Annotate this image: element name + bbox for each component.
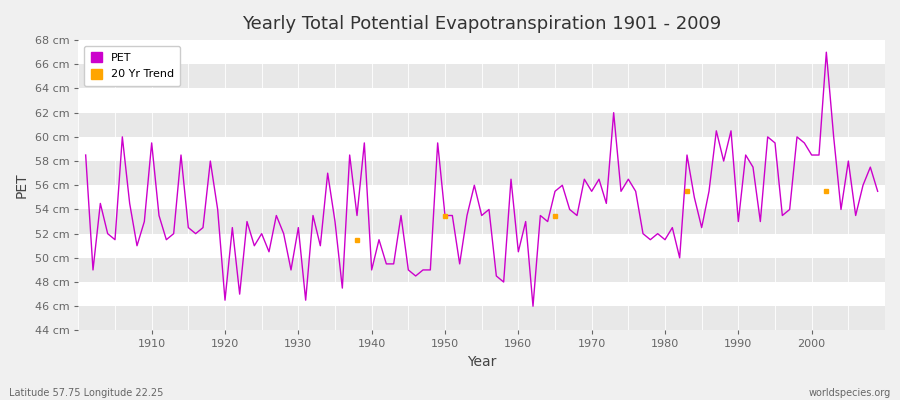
Bar xyxy=(78,113,885,137)
Text: Latitude 57.75 Longitude 22.25: Latitude 57.75 Longitude 22.25 xyxy=(9,388,164,398)
Bar xyxy=(78,210,885,234)
Y-axis label: PET: PET xyxy=(15,172,29,198)
Bar xyxy=(78,161,885,185)
Bar xyxy=(78,64,885,88)
Legend: PET, 20 Yr Trend: PET, 20 Yr Trend xyxy=(84,46,180,86)
Title: Yearly Total Potential Evapotranspiration 1901 - 2009: Yearly Total Potential Evapotranspiratio… xyxy=(242,15,721,33)
X-axis label: Year: Year xyxy=(467,355,497,369)
Bar xyxy=(78,306,885,330)
Text: worldspecies.org: worldspecies.org xyxy=(809,388,891,398)
Bar xyxy=(78,258,885,282)
